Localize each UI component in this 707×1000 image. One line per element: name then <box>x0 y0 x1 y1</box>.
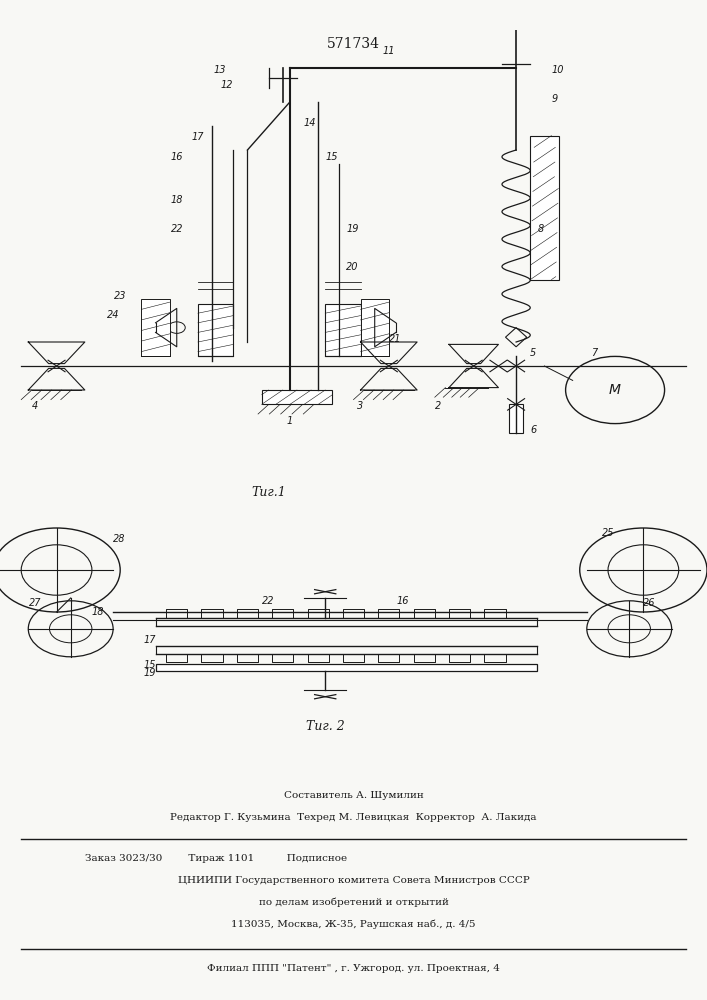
Text: 25: 25 <box>602 528 614 538</box>
Text: ЦНИИПИ Государственного комитета Совета Министров СССР: ЦНИИПИ Государственного комитета Совета … <box>177 876 530 885</box>
Text: 20: 20 <box>346 262 359 272</box>
Text: 15: 15 <box>325 152 338 162</box>
Text: 1: 1 <box>287 416 293 426</box>
Text: 19: 19 <box>346 224 359 234</box>
Text: 18: 18 <box>170 195 183 205</box>
Text: 16: 16 <box>170 152 183 162</box>
Text: Редактор Г. Кузьмина  Техред М. Левицкая  Корректор  А. Лакида: Редактор Г. Кузьмина Техред М. Левицкая … <box>170 813 537 822</box>
Bar <box>156 664 537 671</box>
Text: 113035, Москва, Ж-35, Раушская наб., д. 4/5: 113035, Москва, Ж-35, Раушская наб., д. … <box>231 920 476 929</box>
Text: 5: 5 <box>530 348 537 358</box>
Text: Τиг. 2: Τиг. 2 <box>306 720 344 733</box>
Text: 571734: 571734 <box>327 37 380 51</box>
Text: 10: 10 <box>551 65 564 75</box>
Text: 26: 26 <box>643 598 656 608</box>
Text: 7: 7 <box>591 348 597 358</box>
Text: 9: 9 <box>551 94 558 104</box>
Bar <box>361 299 389 356</box>
Text: 12: 12 <box>221 80 233 90</box>
Text: 16: 16 <box>397 596 409 606</box>
Text: 23: 23 <box>114 291 127 301</box>
Bar <box>141 299 170 356</box>
Bar <box>325 304 361 356</box>
Text: 15: 15 <box>143 660 156 670</box>
Text: Τиг.1: Τиг.1 <box>251 486 286 499</box>
Bar <box>509 404 523 433</box>
Text: 14: 14 <box>304 118 317 128</box>
Bar <box>530 136 559 280</box>
Text: 17: 17 <box>143 635 156 645</box>
Text: 24: 24 <box>107 310 119 320</box>
Text: Составитель А. Шумилин: Составитель А. Шумилин <box>284 791 423 800</box>
Text: 22: 22 <box>262 596 275 606</box>
Text: 27: 27 <box>29 598 42 608</box>
Text: 3: 3 <box>358 401 363 411</box>
Text: по делам изобретений и открытий: по делам изобретений и открытий <box>259 898 448 907</box>
Text: 18: 18 <box>92 607 105 617</box>
Bar <box>262 390 332 404</box>
Text: 19: 19 <box>143 668 156 678</box>
Text: 2: 2 <box>436 401 441 411</box>
Text: 11: 11 <box>382 46 395 56</box>
Text: Заказ 3023/30        Тираж 1101          Подписное: Заказ 3023/30 Тираж 1101 Подписное <box>85 854 347 863</box>
Text: 22: 22 <box>170 224 183 234</box>
Text: 21: 21 <box>389 334 402 344</box>
Text: 28: 28 <box>113 534 126 544</box>
Bar <box>198 304 233 356</box>
Text: 4: 4 <box>33 401 38 411</box>
Text: M: M <box>609 383 621 397</box>
Text: Филиал ППП "Патент" , г. Ужгород. ул. Проектная, 4: Филиал ППП "Патент" , г. Ужгород. ул. Пр… <box>207 964 500 973</box>
Text: 17: 17 <box>192 132 204 142</box>
Text: 6: 6 <box>530 425 537 435</box>
Text: 13: 13 <box>214 65 226 75</box>
Text: 8: 8 <box>537 224 544 234</box>
